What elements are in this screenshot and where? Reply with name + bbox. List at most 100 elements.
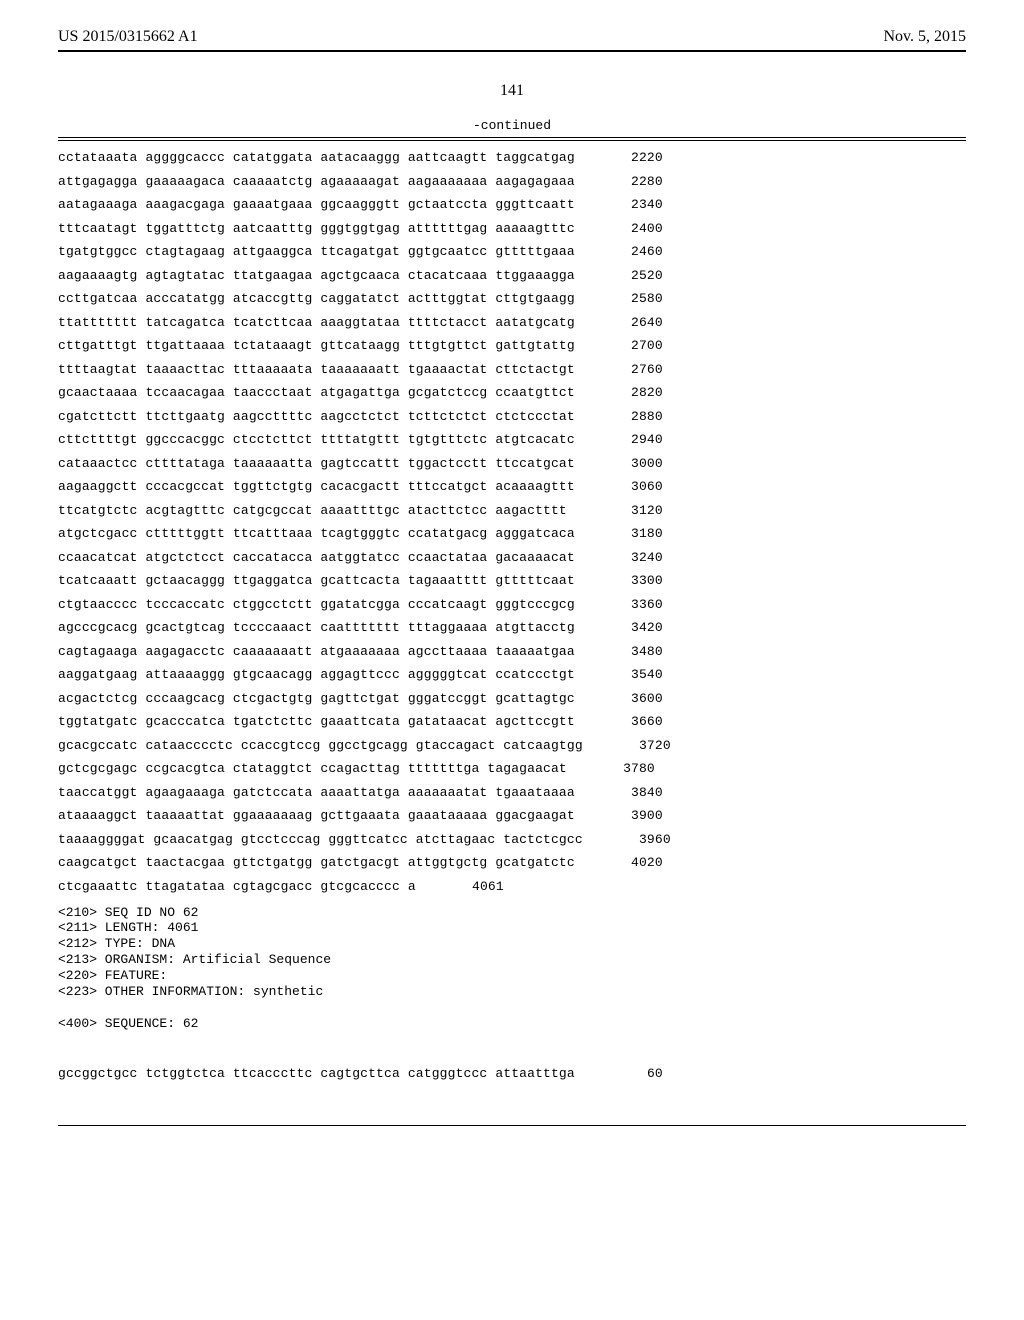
sequence-text: ccttgatcaa acccatatgg atcaccgttg caggata… — [58, 292, 575, 305]
sequence-position: 2700 — [599, 339, 663, 352]
sequence-line: tggtatgatc gcacccatca tgatctcttc gaaattc… — [58, 715, 966, 728]
sequence-text: tgatgtggcc ctagtagaag attgaaggca ttcagat… — [58, 245, 575, 258]
sequence-text: ccaacatcat atgctctcct caccatacca aatggta… — [58, 551, 575, 564]
sequence-line: ttttaagtat taaaacttac tttaaaaata taaaaaa… — [58, 363, 966, 376]
sequence-text: atgctcgacc ctttttggtt ttcatttaaa tcagtgg… — [58, 527, 575, 540]
publication-number: US 2015/0315662 A1 — [58, 28, 198, 46]
sequence-position: 3300 — [599, 574, 663, 587]
sequence-line: tttcaatagt tggatttctg aatcaatttg gggtggt… — [58, 222, 966, 235]
sequence-position: 2640 — [599, 316, 663, 329]
sequence-position: 4020 — [599, 856, 663, 869]
sequence-text: ttttaagtat taaaacttac tttaaaaata taaaaaa… — [58, 363, 575, 376]
sequence-line: cctataaata aggggcaccc catatggata aatacaa… — [58, 151, 966, 164]
sequence-line: caagcatgct taactacgaa gttctgatgg gatctga… — [58, 856, 966, 869]
sequence-position: 4061 — [440, 880, 504, 893]
sequence-text: ttattttttt tatcagatca tcatcttcaa aaaggta… — [58, 316, 575, 329]
sequence-position: 3480 — [599, 645, 663, 658]
sequence-line: agcccgcacg gcactgtcag tccccaaact caatttt… — [58, 621, 966, 634]
sequence-text: gcacgccatc cataacccctc ccaccgtccg ggcctg… — [58, 739, 583, 752]
sequence-position: 2820 — [599, 386, 663, 399]
sequence-position: 2460 — [599, 245, 663, 258]
sequence-text: aaggatgaag attaaaaggg gtgcaacagg aggagtt… — [58, 668, 575, 681]
sequence-line: ccaacatcat atgctctcct caccatacca aatggta… — [58, 551, 966, 564]
sequence-line: cgatcttctt ttcttgaatg aagccttttc aagcctc… — [58, 410, 966, 423]
continued-label: -continued — [58, 118, 966, 133]
sequence-text: tttcaatagt tggatttctg aatcaatttg gggtggt… — [58, 222, 575, 235]
sequence-position: 3120 — [599, 504, 663, 517]
sequence-position: 2220 — [599, 151, 663, 164]
sequence-position: 3780 — [591, 762, 655, 775]
sequence-position: 3720 — [607, 739, 671, 752]
sequence-line: cagtagaaga aagagacctc caaaaaaatt atgaaaa… — [58, 645, 966, 658]
sequence-text: attgagagga gaaaaagaca caaaaatctg agaaaaa… — [58, 175, 575, 188]
sequence-position: 3960 — [607, 833, 671, 846]
sequence-position: 2280 — [599, 175, 663, 188]
sequence-line: cataaactcc cttttataga taaaaaatta gagtcca… — [58, 457, 966, 470]
sequence-text: ctgtaacccc tcccaccatc ctggcctctt ggatatc… — [58, 598, 575, 611]
sequence-position: 3540 — [599, 668, 663, 681]
sequence-text: cataaactcc cttttataga taaaaaatta gagtcca… — [58, 457, 575, 470]
sequence-line: ttattttttt tatcagatca tcatcttcaa aaaggta… — [58, 316, 966, 329]
sequence-text: caagcatgct taactacgaa gttctgatgg gatctga… — [58, 856, 575, 869]
sequence-position: 60 — [599, 1067, 663, 1080]
sequence-position: 3360 — [599, 598, 663, 611]
sequence-block: cctataaata aggggcaccc catatggata aatacaa… — [58, 151, 966, 893]
sequence-position: 2400 — [599, 222, 663, 235]
sequence-position: 3180 — [599, 527, 663, 540]
sequence-text: gctcgcgagc ccgcacgtca ctataggtct ccagact… — [58, 762, 567, 775]
sequence-line: taaaaggggat gcaacatgag gtcctcccag gggttc… — [58, 833, 966, 846]
sequence-line: gcacgccatc cataacccctc ccaccgtccg ggcctg… — [58, 739, 966, 752]
sequence-line: gccggctgcc tctggtctca ttcacccttc cagtgct… — [58, 1067, 966, 1080]
bottom-rule — [58, 1125, 966, 1126]
sequence-position: 2880 — [599, 410, 663, 423]
tail-sequence: gccggctgcc tctggtctca ttcacccttc cagtgct… — [58, 1041, 966, 1117]
sequence-text: cttgatttgt ttgattaaaa tctataaagt gttcata… — [58, 339, 575, 352]
sequence-rule-thin — [58, 140, 966, 141]
sequence-position: 2580 — [599, 292, 663, 305]
sequence-position: 3660 — [599, 715, 663, 728]
sequence-line: aagaaggctt cccacgccat tggttctgtg cacacga… — [58, 480, 966, 493]
sequence-position: 3900 — [599, 809, 663, 822]
sequence-line: ctcgaaattc ttagatataa cgtagcgacc gtcgcac… — [58, 880, 966, 893]
sequence-position: 3000 — [599, 457, 663, 470]
sequence-rule-heavy — [58, 137, 966, 138]
sequence-text: ttcatgtctc acgtagtttc catgcgccat aaaattt… — [58, 504, 575, 517]
sequence-line: ctgtaacccc tcccaccatc ctggcctctt ggatatc… — [58, 598, 966, 611]
sequence-line: atgctcgacc ctttttggtt ttcatttaaa tcagtgg… — [58, 527, 966, 540]
sequence-line: tcatcaaatt gctaacaggg ttgaggatca gcattca… — [58, 574, 966, 587]
sequence-position: 2340 — [599, 198, 663, 211]
page-number: 141 — [58, 82, 966, 100]
sequence-metadata: <210> SEQ ID NO 62 <211> LENGTH: 4061 <2… — [58, 905, 966, 1032]
sequence-position: 3240 — [599, 551, 663, 564]
sequence-text: aagaaggctt cccacgccat tggttctgtg cacacga… — [58, 480, 575, 493]
sequence-text: acgactctcg cccaagcacg ctcgactgtg gagttct… — [58, 692, 575, 705]
sequence-text: aatagaaaga aaagacgaga gaaaatgaaa ggcaagg… — [58, 198, 575, 211]
sequence-text: cctataaata aggggcaccc catatggata aatacaa… — [58, 151, 575, 164]
sequence-position: 3060 — [599, 480, 663, 493]
sequence-line: gcaactaaaa tccaacagaa taaccctaat atgagat… — [58, 386, 966, 399]
sequence-text: agcccgcacg gcactgtcag tccccaaact caatttt… — [58, 621, 575, 634]
sequence-text: taaaaggggat gcaacatgag gtcctcccag gggttc… — [58, 833, 583, 846]
sequence-line: ttcatgtctc acgtagtttc catgcgccat aaaattt… — [58, 504, 966, 517]
sequence-line: cttcttttgt ggcccacggc ctcctcttct ttttatg… — [58, 433, 966, 446]
sequence-line: attgagagga gaaaaagaca caaaaatctg agaaaaa… — [58, 175, 966, 188]
sequence-line: ccttgatcaa acccatatgg atcaccgttg caggata… — [58, 292, 966, 305]
sequence-text: cgatcttctt ttcttgaatg aagccttttc aagcctc… — [58, 410, 575, 423]
sequence-position: 3420 — [599, 621, 663, 634]
sequence-text: cttcttttgt ggcccacggc ctcctcttct ttttatg… — [58, 433, 575, 446]
sequence-text: ctcgaaattc ttagatataa cgtagcgacc gtcgcac… — [58, 880, 416, 893]
publication-date: Nov. 5, 2015 — [883, 28, 966, 46]
sequence-text: ataaaaggct taaaaattat ggaaaaaaag gcttgaa… — [58, 809, 575, 822]
sequence-position: 2760 — [599, 363, 663, 376]
sequence-position: 2940 — [599, 433, 663, 446]
sequence-text: aagaaaagtg agtagtatac ttatgaagaa agctgca… — [58, 269, 575, 282]
sequence-line: cttgatttgt ttgattaaaa tctataaagt gttcata… — [58, 339, 966, 352]
sequence-line: aagaaaagtg agtagtatac ttatgaagaa agctgca… — [58, 269, 966, 282]
sequence-line: aatagaaaga aaagacgaga gaaaatgaaa ggcaagg… — [58, 198, 966, 211]
sequence-line: taaccatggt agaagaaaga gatctccata aaaatta… — [58, 786, 966, 799]
sequence-text: gccggctgcc tctggtctca ttcacccttc cagtgct… — [58, 1067, 575, 1080]
sequence-text: cagtagaaga aagagacctc caaaaaaatt atgaaaa… — [58, 645, 575, 658]
sequence-text: taaccatggt agaagaaaga gatctccata aaaatta… — [58, 786, 575, 799]
header-rule — [58, 50, 966, 52]
sequence-line: acgactctcg cccaagcacg ctcgactgtg gagttct… — [58, 692, 966, 705]
